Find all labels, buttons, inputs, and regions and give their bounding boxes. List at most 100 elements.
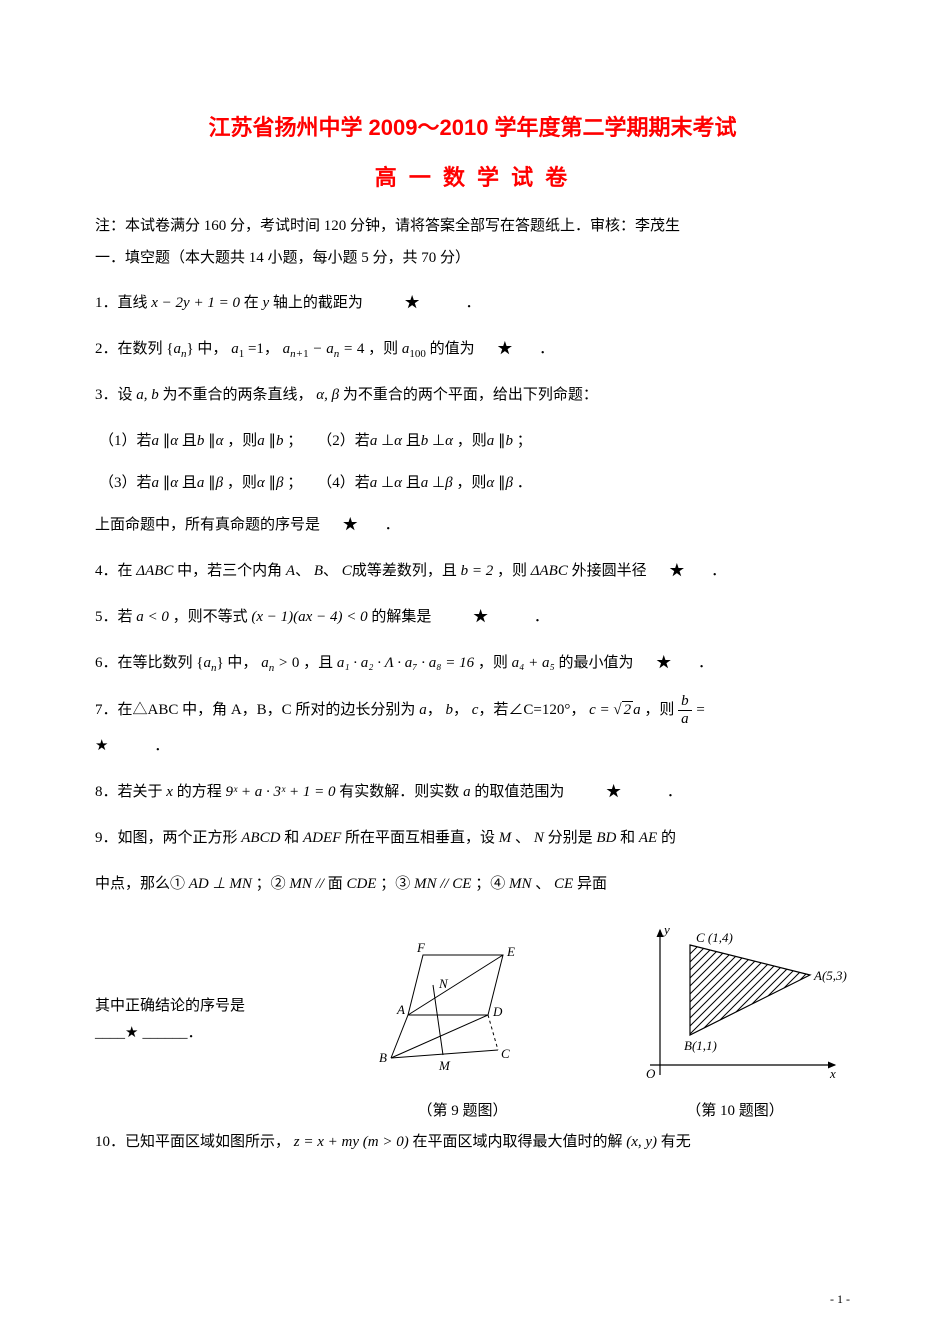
fig9-C: C xyxy=(501,1046,510,1061)
q3-text-b: 为不重合的两条直线， xyxy=(163,387,313,403)
question-1: 1．直线 x − 2y + 1 = 0 在 y 轴上的截距为 ★ ． xyxy=(95,285,850,321)
question-6: 6．在等比数列 {an} 中， an > 0 ，且 a₁ · a₂ · Λ · … xyxy=(95,645,850,681)
q2-a1: a1 xyxy=(231,341,244,357)
q3s1l: ∥ xyxy=(498,433,506,449)
q8d: 的取值范围为 xyxy=(474,784,564,800)
q3s2j: ⊥ xyxy=(432,475,445,491)
q8-blank: ★ xyxy=(568,784,663,800)
q9l2f: 、 xyxy=(535,876,550,892)
q5a: 5．若 xyxy=(95,609,133,625)
q7f: ． xyxy=(154,738,169,754)
q10a: 10．已知平面区域如图所示， xyxy=(95,1134,290,1150)
question-8: 8．若关于 x 的方程 9ˣ + a · 3ˣ + 1 = 0 有实数解．则实数… xyxy=(95,774,850,810)
q8a: 8．若关于 xyxy=(95,784,163,800)
q4g: 外接圆半径 xyxy=(572,563,647,579)
q7e: ，则 xyxy=(644,702,674,718)
q3end: 上面命题中，所有真命题的序号是 xyxy=(95,517,320,533)
q9f: 和 xyxy=(620,830,635,846)
question-3-line2: （3）若a ∥α 且a ∥β ，则α ∥β ； （4）若a ⊥α 且a ⊥β ，… xyxy=(95,465,850,501)
q4-tri: ΔABC xyxy=(136,563,173,579)
figure-10-svg: y x O C (1,4) A(5,3) B(1,1) xyxy=(620,920,850,1090)
q1-text-d: ． xyxy=(465,295,480,311)
q1-text-c: 轴上的截距为 xyxy=(273,295,363,311)
q2-seq: {an} xyxy=(166,341,193,357)
question-4: 4．在 ΔABC 中，若三个内角 A、 B、 C成等差数列，且 b = 2 ，则… xyxy=(95,553,850,589)
q2-text-c: =1， xyxy=(248,341,279,357)
q9m6: AE xyxy=(639,830,657,846)
q2-text-f: ． xyxy=(539,341,554,357)
exam-subtitle: 高 一 数 学 试 卷 xyxy=(95,160,850,192)
fig10-caption: （第 10 题图） xyxy=(620,1099,850,1120)
q1-math-1: x − 2y + 1 = 0 xyxy=(151,295,240,311)
q4a: 4．在 xyxy=(95,563,133,579)
q10c: 有无 xyxy=(661,1134,691,1150)
q3s1i: 且 xyxy=(406,433,421,449)
question-2: 2．在数列 {an} 中， a1 =1， an+1 − an = 4 ，则 a1… xyxy=(95,331,850,367)
page-number: - 1 - xyxy=(830,1292,850,1307)
q9l2m2: MN // xyxy=(289,876,327,892)
q5b: ，则不等式 xyxy=(173,609,248,625)
fig10-C: C (1,4) xyxy=(696,930,733,945)
q3s1a: （1）若 xyxy=(99,433,152,449)
q6c: ，且 xyxy=(303,655,333,671)
q6-pos: an > 0 xyxy=(261,655,299,671)
q3s1j: ⊥ xyxy=(432,433,445,449)
q1-text-b: 在 xyxy=(244,295,259,311)
q3s1e: ，则 xyxy=(227,433,257,449)
q2-text-d: ，则 xyxy=(368,341,398,357)
q4-tri2: ΔABC xyxy=(531,563,568,579)
q3s2f: ∥ xyxy=(269,475,277,491)
section-1-head: 一．填空题（本大题共 14 小题，每小题 5 分，共 70 分） xyxy=(95,246,850,272)
q6a: 6．在等比数列 xyxy=(95,655,193,671)
question-9-line2: 中点，那么① AD ⊥ MN ；② MN // 面 CDE ；③ MN // C… xyxy=(95,866,850,902)
q9l2b: ；② xyxy=(256,876,286,892)
q9l2m6: CE xyxy=(554,876,573,892)
fig9-F: F xyxy=(416,940,426,955)
q9c: 所在平面互相垂直，设 xyxy=(345,830,495,846)
q3s1m: ； xyxy=(517,433,532,449)
q4m: b = 2 xyxy=(461,563,494,579)
figures-row: 其中正确结论的序号是____★______． F E N A D B M xyxy=(95,920,850,1120)
q9l2a: 中点，那么① xyxy=(95,876,185,892)
q9l2e: ；④ xyxy=(475,876,505,892)
question-3-line1: （1）若a ∥α 且b ∥α ，则a ∥b ； （2）若a ⊥α 且b ⊥α ，… xyxy=(95,423,850,459)
q2-text-a: 2．在数列 xyxy=(95,341,163,357)
q9l2m4: MN // CE xyxy=(414,876,472,892)
q2-text-b: 中， xyxy=(197,341,227,357)
q7-ceq: c = √2a xyxy=(589,702,641,718)
q9m5: BD xyxy=(596,830,616,846)
q4f: ，则 xyxy=(497,563,527,579)
q8b: 的方程 xyxy=(177,784,222,800)
exam-title: 江苏省扬州中学 2009～2010 学年度第二学期期末考试 xyxy=(95,110,850,142)
q7b: ， xyxy=(427,702,442,718)
fig9-M: M xyxy=(438,1058,451,1073)
q3s1d: ∥ xyxy=(208,433,216,449)
q9l2m5: MN xyxy=(509,876,532,892)
q4e: 成等差数列，且 xyxy=(352,563,457,579)
fig9-A: A xyxy=(396,1002,405,1017)
q9g: 的 xyxy=(661,830,676,846)
q4h: ． xyxy=(711,563,726,579)
q7-frac: ba xyxy=(678,693,692,727)
q5m2: (x − 1)(ax − 4) < 0 xyxy=(251,609,367,625)
q3s1g: ； （2）若 xyxy=(287,433,370,449)
q1-math-2: y xyxy=(262,295,269,311)
question-7: 7．在△ABC 中，角 A，B，C 所对的边长分别为 a， b， c，若∠C=1… xyxy=(95,692,850,764)
q9m3: M xyxy=(499,830,512,846)
q3-text-c: 为不重合的两个平面，给出下列命题： xyxy=(343,387,598,403)
q3s1c: 且 xyxy=(182,433,197,449)
q7c: ， xyxy=(453,702,468,718)
q3s2h: ⊥ xyxy=(381,475,394,491)
q10m: z = x + my (m > 0) xyxy=(294,1134,409,1150)
q6d: ，则 xyxy=(478,655,508,671)
q4-blank: ★ xyxy=(650,563,707,579)
q6e: 的最小值为 xyxy=(558,655,633,671)
figure-9: F E N A D B M C （第 9 题图） xyxy=(373,940,553,1120)
q1-blank: ★ xyxy=(367,295,462,311)
q6-seq: {an} xyxy=(196,655,223,671)
q7d: ，若∠C=120°， xyxy=(478,702,585,718)
q9l2g: 异面 xyxy=(577,876,607,892)
q3s2c: 且 xyxy=(182,475,197,491)
q8e: ． xyxy=(667,784,682,800)
q3s2k: ，则 xyxy=(456,475,486,491)
